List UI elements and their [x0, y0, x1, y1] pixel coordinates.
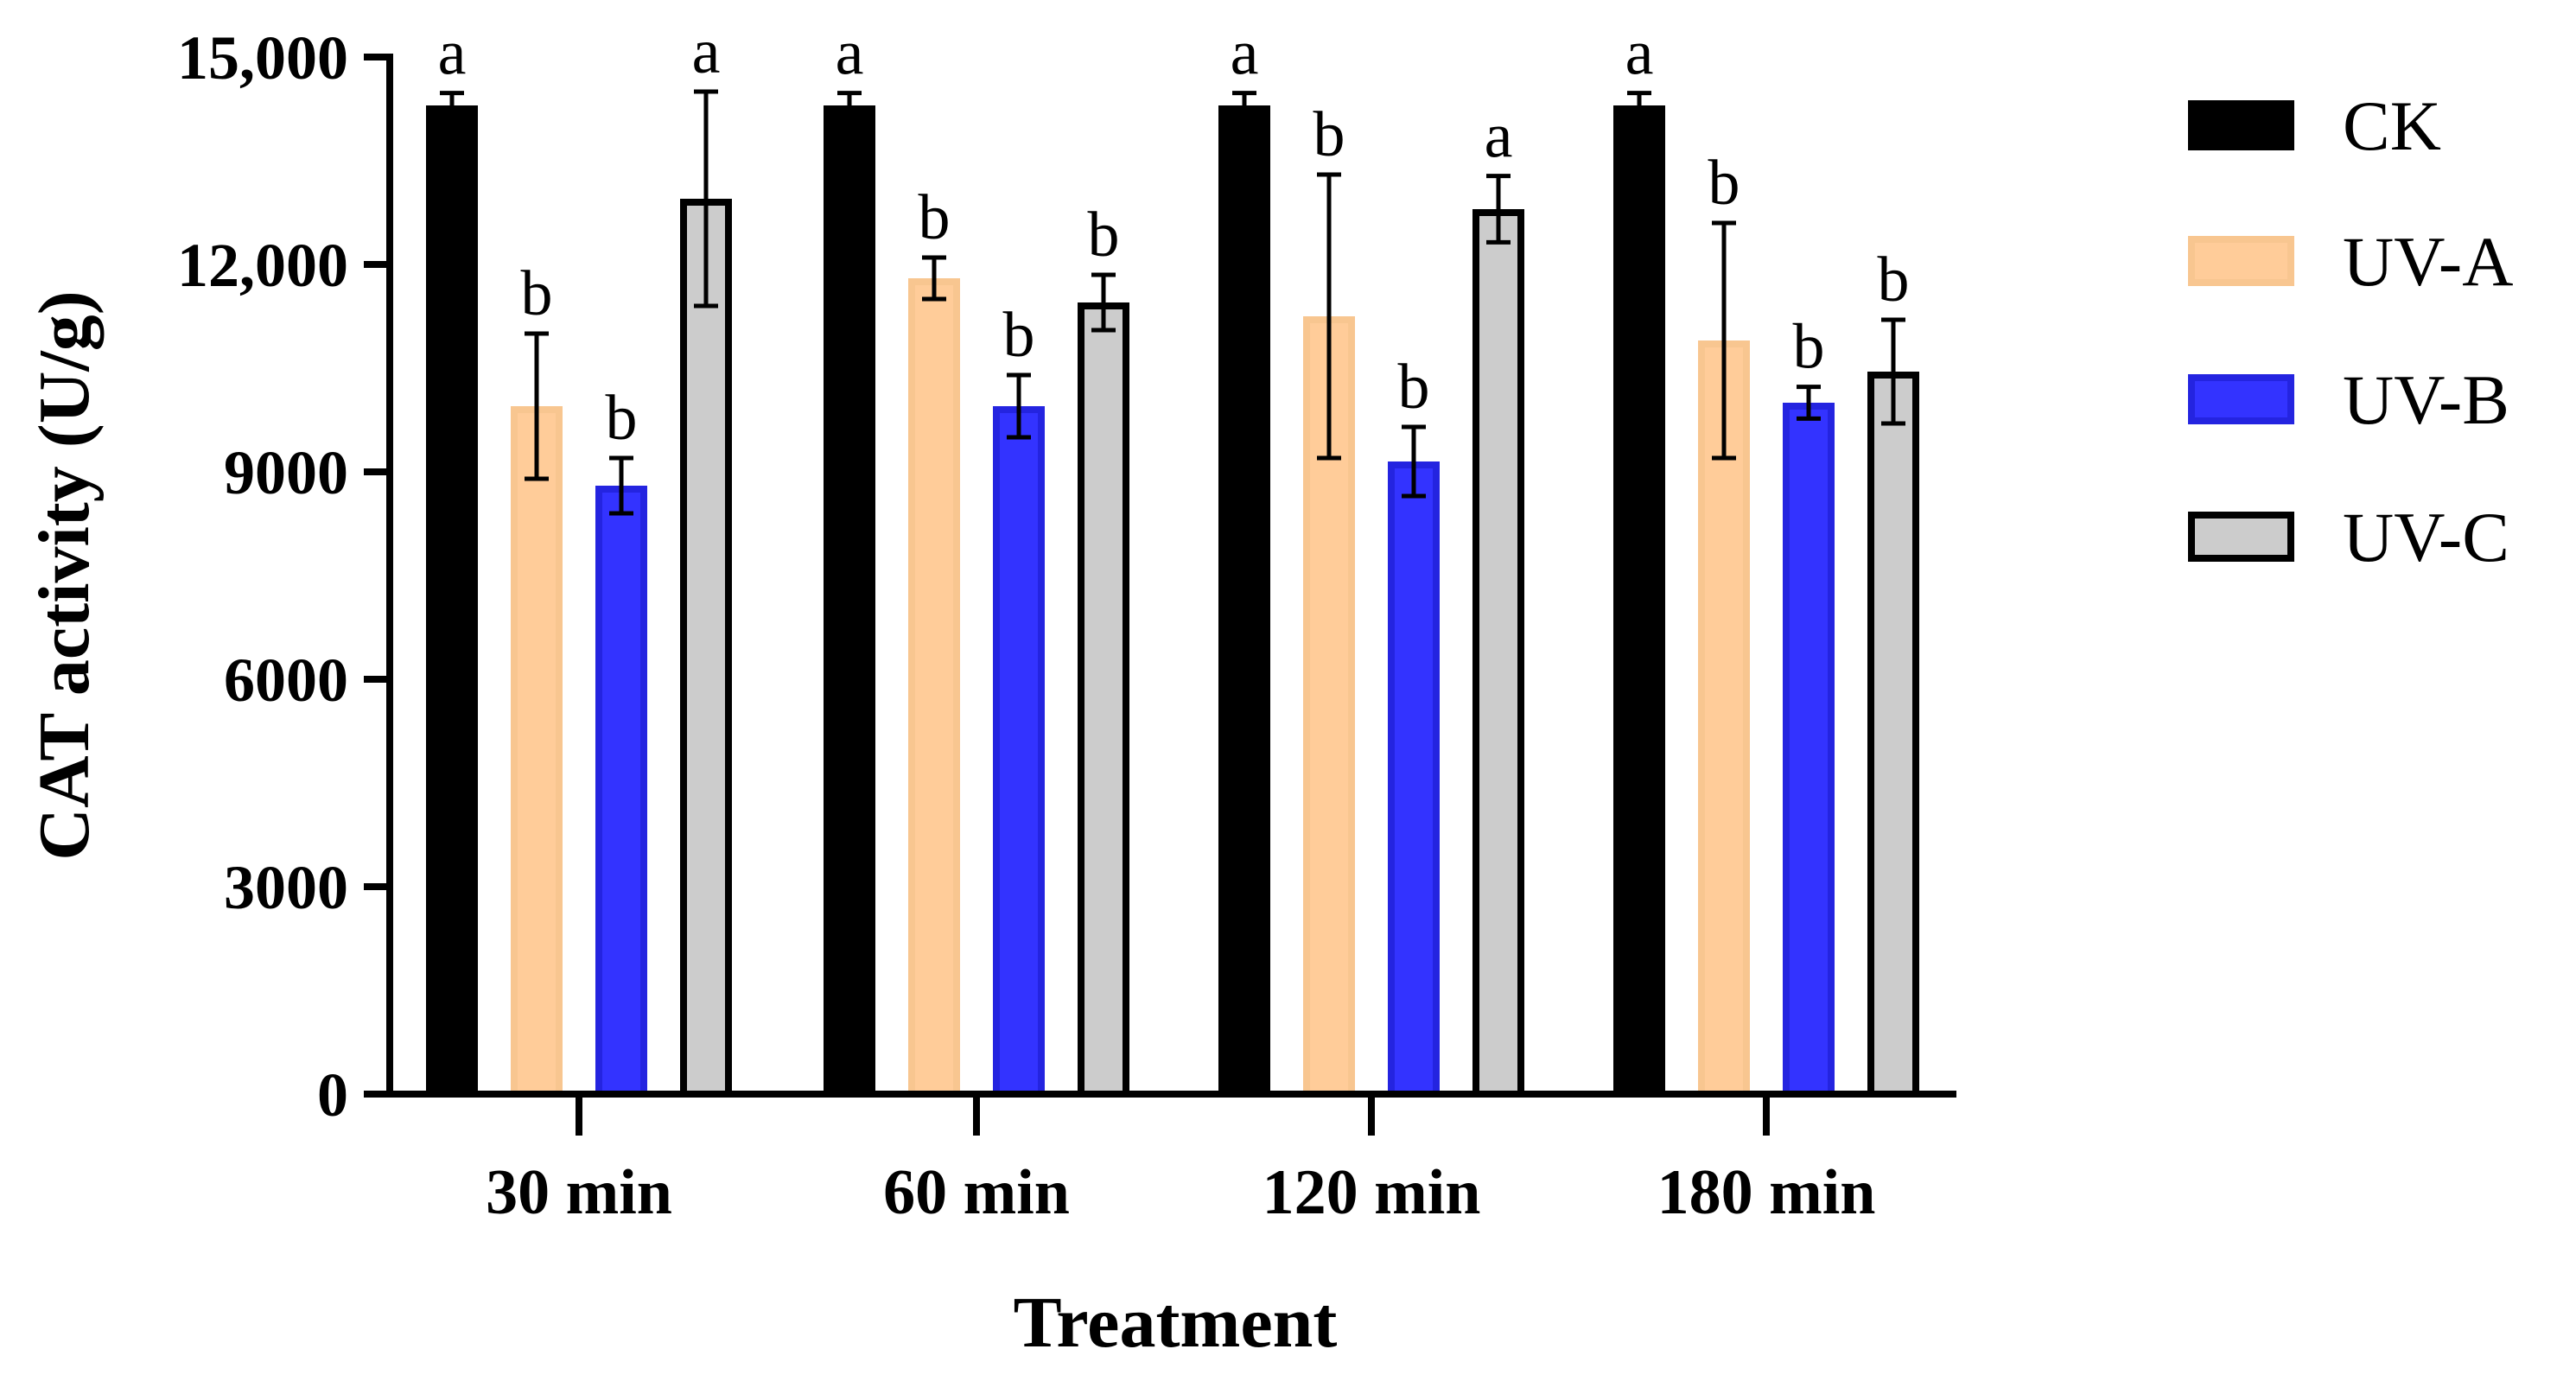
- y-tick-label: 0: [317, 1060, 348, 1130]
- bar-uv-c-180-min: [1867, 372, 1919, 1098]
- legend-label-ck: CK: [2343, 86, 2441, 165]
- significance-letter: b: [606, 383, 638, 454]
- significance-letter: b: [1708, 148, 1740, 219]
- significance-letter: b: [521, 258, 553, 329]
- y-tick-label: 6000: [224, 646, 348, 715]
- bar-uv-b-60-min: [993, 406, 1045, 1098]
- bar-uv-c-60-min: [1078, 302, 1129, 1098]
- bar-uv-b-120-min: [1388, 461, 1440, 1098]
- legend-swatch-uv-a: [2188, 236, 2294, 286]
- bar-uv-c-30-min: [680, 199, 732, 1098]
- y-tick-label: 9000: [224, 438, 348, 507]
- significance-letter: b: [1793, 312, 1825, 383]
- x-axis-categories: 30 min 60 min 120 min 180 min: [486, 1094, 1875, 1228]
- significance-letter: a: [1625, 18, 1654, 89]
- legend-label-uv-a: UV-A: [2343, 222, 2513, 301]
- significance-letter: a: [1485, 101, 1513, 172]
- significance-letter: b: [1398, 352, 1430, 423]
- legend-swatch-ck: [2188, 100, 2294, 150]
- x-tick-label: 180 min: [1657, 1157, 1876, 1228]
- bar-uv-b-180-min: [1783, 403, 1835, 1098]
- bar-uv-c-120-min: [1472, 209, 1524, 1098]
- legend-swatch-uv-c: [2188, 512, 2294, 562]
- y-axis-ticks: 0 3000 6000 9000 12,000 15,000: [177, 23, 390, 1130]
- x-tick-label: 30 min: [486, 1157, 672, 1228]
- bar-ck-30-min: [426, 105, 478, 1098]
- y-tick-label: 15,000: [177, 23, 348, 92]
- bar-ck-120-min: [1218, 105, 1270, 1098]
- axes: [386, 54, 1956, 1098]
- significance-letter: b: [1313, 99, 1345, 170]
- x-tick-label: 60 min: [883, 1157, 1070, 1228]
- y-tick-label: 12,000: [177, 231, 348, 300]
- legend-label-uv-b: UV-B: [2343, 360, 2509, 439]
- bar-ck-180-min: [1613, 105, 1665, 1098]
- bar-ck-60-min: [824, 105, 875, 1098]
- bar-uv-a-30-min: [511, 406, 563, 1098]
- significance-letter: b: [1003, 300, 1035, 371]
- significance-letter: b: [1088, 200, 1120, 270]
- legend-swatch-uv-b: [2188, 374, 2294, 424]
- y-tick-label: 3000: [224, 853, 348, 922]
- significance-letter: b: [1878, 245, 1910, 315]
- significance-letter: a: [692, 16, 721, 87]
- x-tick-label: 120 min: [1263, 1157, 1481, 1228]
- error-bars: [440, 89, 1905, 516]
- bar-uv-a-60-min: [908, 278, 960, 1098]
- bars: [426, 105, 1919, 1098]
- significance-letter: b: [919, 182, 951, 253]
- bar-uv-a-180-min: [1698, 340, 1750, 1098]
- significance-letter: a: [438, 18, 467, 89]
- bar-uv-b-30-min: [595, 486, 647, 1098]
- significance-letter: a: [1231, 18, 1259, 89]
- legend: CK UV-A UV-B UV-C: [2188, 86, 2513, 576]
- x-axis-title: Treatment: [1014, 1282, 1338, 1363]
- significance-letter: a: [836, 18, 864, 89]
- y-axis-title: CAT activity (U/g): [24, 290, 105, 860]
- legend-label-uv-c: UV-C: [2343, 498, 2509, 576]
